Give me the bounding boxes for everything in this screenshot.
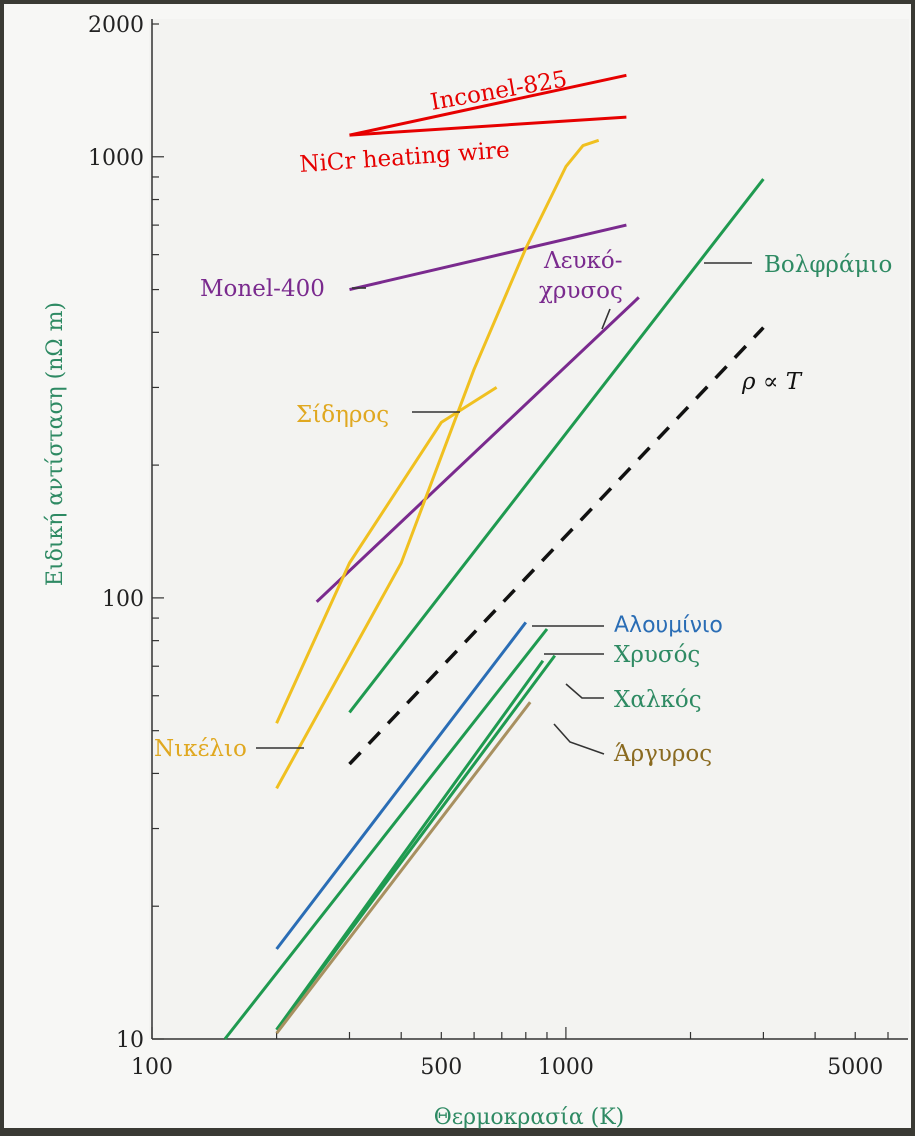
x-tick-label: 500 bbox=[420, 1055, 462, 1080]
series-line-1 bbox=[349, 115, 627, 137]
series-annotation-3: Λευκό- bbox=[543, 248, 623, 274]
series-line-8 bbox=[275, 621, 527, 950]
series-annotation-2: Monel-400 bbox=[200, 276, 325, 302]
x-tick-label: 5000 bbox=[827, 1055, 883, 1080]
series-line-4 bbox=[275, 138, 600, 790]
leader-lines bbox=[256, 262, 752, 755]
series-annotation-4: χρυσος bbox=[539, 278, 623, 304]
x-tick-label: 1000 bbox=[538, 1055, 594, 1080]
series-annotation-11: Άργυρος bbox=[613, 741, 712, 767]
chart-frame: 10 100 1000 2000 100 500 1000 5000 Inconel-825 N… bbox=[4, 4, 911, 1130]
series-line-2 bbox=[349, 223, 627, 292]
series-annotation-5: Σίδηρος bbox=[296, 402, 389, 428]
leader-line-8 bbox=[553, 723, 605, 755]
leader-line-4 bbox=[601, 308, 611, 330]
series-annotation-10: Χαλκός bbox=[614, 687, 702, 713]
leader-line-7 bbox=[565, 683, 604, 699]
y-tick-label: 2000 bbox=[88, 13, 144, 38]
x-axis-title: Θερμοκρασία (K) bbox=[434, 1105, 625, 1130]
y-tick-label: 100 bbox=[102, 587, 144, 612]
y-axis-title: Ειδική αντίσταση (nΩ m) bbox=[43, 302, 68, 586]
series-line-7 bbox=[223, 628, 549, 1040]
series-line-5 bbox=[275, 386, 498, 724]
series-annotation-12: ρ ∝ T bbox=[741, 369, 803, 395]
series-annotation-8: Αλουμίνιο bbox=[614, 613, 723, 638]
series-line-10 bbox=[275, 659, 545, 1031]
series-annotation-7: Βολφράμιο bbox=[764, 252, 892, 278]
series-line-6 bbox=[348, 178, 765, 714]
series-annotation-9: Χρυσός bbox=[614, 642, 700, 668]
y-tick-label: 10 bbox=[116, 1028, 144, 1053]
plot-background bbox=[149, 19, 909, 1039]
series-annotation-6: Νικέλιο bbox=[154, 736, 247, 762]
series-line-11 bbox=[275, 701, 532, 1035]
y-tick-label: 1000 bbox=[88, 146, 144, 171]
series-line-3 bbox=[315, 296, 640, 603]
x-tick-label: 100 bbox=[131, 1055, 173, 1080]
series-line-0 bbox=[349, 73, 627, 137]
series-layer bbox=[223, 73, 765, 1040]
